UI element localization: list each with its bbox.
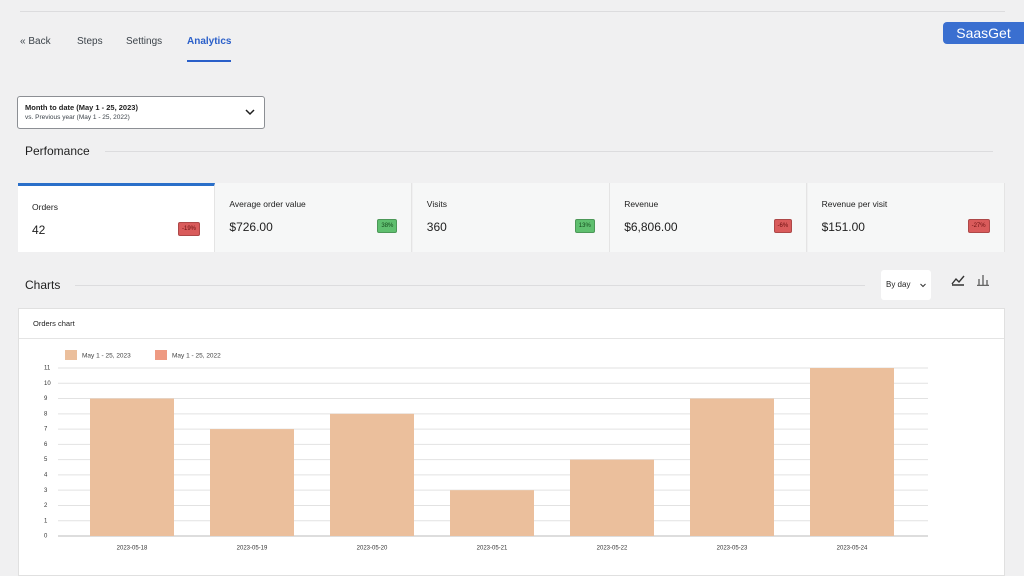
tab-active[interactable]: Analytics: [187, 36, 232, 62]
metric-value: 360: [426, 220, 447, 234]
chart-title: Orders chart: [33, 319, 75, 328]
legend-label: May 1 - 25, 2022: [172, 353, 221, 360]
bar: [330, 413, 414, 536]
y-tick-label: 7: [44, 427, 48, 433]
x-tick-label: 2023-05-22: [597, 546, 628, 552]
metric-label: Visits: [426, 199, 447, 209]
y-tick-label: 3: [44, 488, 48, 494]
metric-label: Revenue per visit: [821, 199, 888, 209]
metric-card[interactable]: Orders 42 -19%: [18, 183, 215, 252]
change-badge: 13%: [574, 219, 595, 233]
y-tick-label: 8: [44, 411, 48, 417]
x-tick-label: 2023-05-20: [357, 546, 388, 552]
x-tick-label: 2023-05-23: [717, 546, 748, 552]
date-picker[interactable]: Month to date (May 1 - 25, 2023) vs. Pre…: [17, 96, 265, 129]
bar-chart-icon[interactable]: [976, 274, 990, 286]
metric-card[interactable]: Visits 360 13%: [412, 183, 610, 252]
section-title: Perfomance: [25, 144, 90, 158]
back-link[interactable]: « Back: [20, 36, 51, 47]
metric-card[interactable]: Average order value $726.00 38%: [215, 183, 413, 252]
bar: [90, 398, 174, 536]
date-range: Month to date (May 1 - 25, 2023): [25, 103, 138, 112]
x-tick-label: 2023-05-18: [117, 546, 148, 552]
metric-label: Orders: [32, 202, 58, 212]
y-tick-label: 4: [44, 472, 48, 478]
legend-swatch: [155, 350, 167, 360]
bar: [570, 459, 654, 536]
y-tick-label: 0: [44, 534, 48, 540]
y-tick-label: 5: [44, 457, 48, 463]
metric-value: $726.00: [229, 220, 273, 234]
y-tick-label: 10: [44, 381, 51, 387]
metric-card[interactable]: Revenue $6,806.00 -6%: [610, 183, 808, 252]
compare-range: vs. Previous year (May 1 - 25, 2022): [25, 114, 130, 121]
bar: [690, 398, 774, 536]
divider: [19, 338, 1004, 339]
change-badge: -27%: [967, 219, 990, 233]
divider: [20, 11, 1005, 12]
metric-card[interactable]: Revenue per visit $151.00 -27%: [807, 183, 1005, 252]
bar: [810, 368, 894, 536]
y-tick-label: 2: [44, 503, 48, 509]
interval: By day: [886, 280, 911, 289]
y-tick-label: 11: [44, 366, 51, 372]
metric-label: Average order value: [229, 199, 306, 209]
y-tick-label: 1: [44, 518, 48, 524]
line-chart-icon[interactable]: [951, 274, 965, 286]
change-badge: -6%: [773, 219, 793, 233]
y-tick-label: 9: [44, 396, 48, 402]
chevron: [245, 109, 255, 116]
metric-label: Revenue: [624, 199, 659, 209]
metric-value: 42: [32, 223, 46, 237]
x-tick-label: 2023-05-21: [477, 546, 508, 552]
change-badge: 38%: [377, 219, 398, 233]
tab[interactable]: Steps: [77, 36, 103, 47]
chevron: [920, 283, 926, 288]
x-tick-label: 2023-05-24: [837, 546, 868, 552]
legend-swatch: [65, 350, 77, 360]
section-title: Charts: [25, 278, 61, 292]
change-badge: -19%: [177, 222, 200, 236]
interval-select[interactable]: By day: [881, 270, 931, 300]
x-tick-label: 2023-05-19: [237, 546, 268, 552]
bar: [210, 429, 294, 536]
watermark: SaasGet: [943, 22, 1024, 44]
divider: [105, 151, 993, 152]
y-tick-label: 6: [44, 442, 48, 448]
tab[interactable]: Settings: [126, 36, 163, 47]
divider: [75, 285, 865, 286]
legend-label: May 1 - 25, 2023: [82, 353, 131, 360]
bar: [450, 490, 534, 536]
metric-value: $151.00: [821, 220, 865, 234]
metric-value: $6,806.00: [624, 220, 678, 234]
